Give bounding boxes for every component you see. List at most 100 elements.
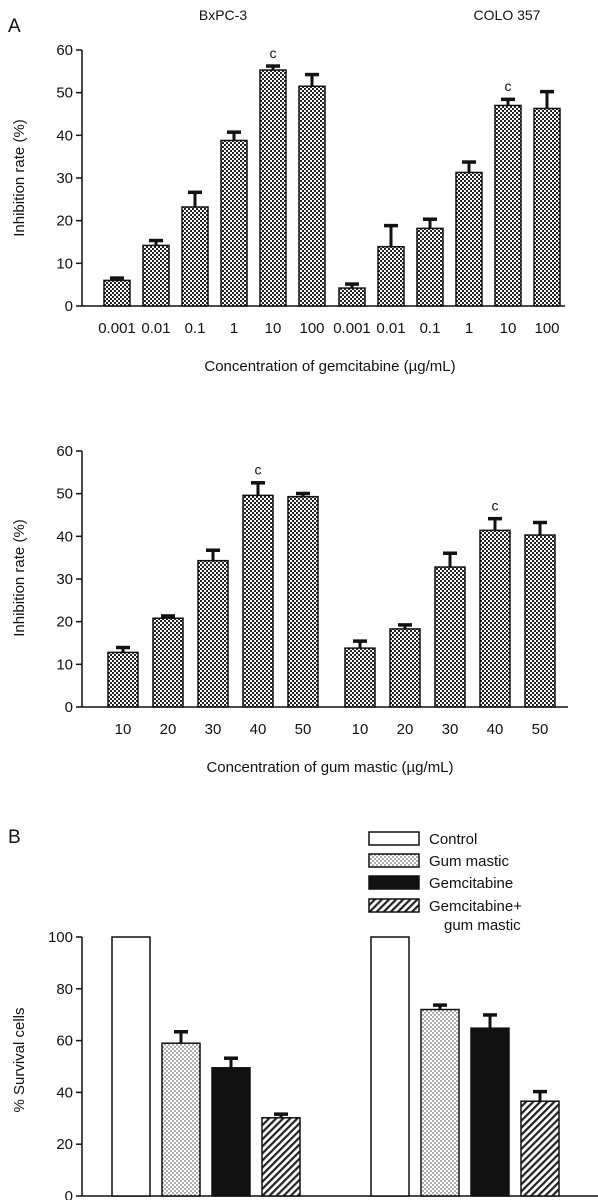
legend-label: Gemcitabine [429, 875, 513, 892]
x-tick-label: 0.01 [141, 320, 170, 337]
panel-letter-a: A [8, 16, 21, 37]
y-tick-label: 0 [65, 699, 73, 716]
x-tick-label: 0.001 [333, 320, 371, 337]
x-tick-label: 20 [160, 721, 177, 738]
error-cap [174, 1030, 188, 1034]
bar [161, 1042, 201, 1197]
error-bar [350, 283, 354, 289]
error-bar [538, 522, 542, 536]
y-tick-label: 60 [56, 1033, 73, 1050]
legend-swatch [368, 898, 420, 913]
y-tick-label: 20 [56, 1136, 73, 1153]
error-bar [428, 218, 432, 229]
x-tick-label: 10 [265, 320, 282, 337]
significance-label: c [270, 45, 277, 61]
bar [181, 206, 209, 307]
error-cap [501, 97, 515, 102]
bar [416, 227, 444, 307]
error-cap [423, 217, 437, 221]
x-tick-label: 30 [205, 721, 222, 738]
error-bar [310, 74, 314, 87]
x-tick-label: 20 [397, 721, 414, 738]
x-tick-label: 40 [250, 721, 267, 738]
error-cap [227, 130, 241, 134]
error-cap [443, 551, 457, 555]
error-bar [403, 624, 407, 629]
x-axis-title: Concentration of gum mastic (µg/mL) [206, 759, 453, 776]
error-bar [538, 1091, 542, 1102]
y-axis-title: Inhibition rate (%) [11, 519, 28, 637]
x-tick-label: 100 [534, 320, 559, 337]
error-bar [229, 1057, 233, 1068]
bar [338, 287, 366, 307]
bar [107, 651, 139, 708]
error-cap [188, 190, 202, 195]
legend-label: Gemcitabine+ [429, 898, 522, 915]
legend-swatch [368, 875, 420, 890]
error-bar [193, 192, 197, 208]
significance-label: c [492, 497, 499, 513]
y-tick-label: 0 [65, 1188, 73, 1200]
x-tick-label: 1 [465, 320, 473, 337]
error-cap [110, 276, 124, 280]
gemcitabine-inhibition-chart: BxPC-3 COLO 357 Inhibition rate (%) Conc… [11, 7, 565, 375]
error-cap [353, 639, 367, 643]
error-cap [433, 1003, 447, 1007]
error-bar [506, 99, 510, 106]
x-tick-label: 40 [487, 721, 504, 738]
error-cap [161, 614, 175, 618]
y-tick-label: 50 [56, 486, 73, 503]
error-cap [540, 89, 554, 94]
significance-label: c [505, 78, 512, 94]
legend: Control Gum mastic Gemcitabine Gemcitabine+… [368, 831, 522, 934]
error-bar [121, 647, 125, 653]
bar [479, 529, 511, 708]
error-bar [467, 161, 471, 173]
legend-swatch [368, 831, 420, 846]
bar [455, 171, 483, 307]
x-tick-label: 0.001 [98, 320, 136, 337]
error-bar [232, 131, 236, 141]
bar [533, 107, 561, 307]
cell-line-title-colo357: COLO 357 [474, 7, 541, 23]
x-tick-label: 30 [442, 721, 459, 738]
y-axis-title: % Survival cells [11, 1007, 28, 1112]
error-cap [224, 1056, 238, 1060]
error-bar [493, 518, 497, 531]
error-cap [149, 238, 163, 243]
error-bar [448, 552, 452, 568]
y-tick-label: 60 [56, 443, 73, 460]
x-tick-label: 100 [299, 320, 324, 337]
error-bar [389, 225, 393, 247]
bar [197, 559, 229, 708]
x-tick-label: 50 [532, 721, 549, 738]
error-cap [266, 64, 280, 68]
panel-letter-b: B [8, 827, 21, 848]
error-cap [116, 645, 130, 650]
bar [389, 628, 421, 708]
bar [152, 617, 184, 708]
error-bar [438, 1004, 442, 1010]
error-cap [398, 623, 412, 627]
error-bar [488, 1014, 492, 1029]
bar [344, 647, 376, 708]
error-bar [545, 91, 549, 109]
legend-label: Control [429, 831, 477, 848]
bar [259, 69, 287, 307]
x-tick-label: 10 [500, 320, 517, 337]
error-cap [251, 481, 265, 485]
error-cap [533, 1089, 547, 1094]
bar [111, 936, 151, 1197]
x-tick-label: 0.1 [420, 320, 441, 337]
bar [494, 104, 522, 307]
error-bar [358, 640, 362, 649]
significance-label: c [255, 462, 262, 478]
error-bar [154, 240, 158, 246]
y-tick-label: 100 [48, 929, 73, 946]
bar [103, 279, 131, 307]
y-axis-title: Inhibition rate (%) [11, 119, 28, 237]
y-tick-label: 20 [56, 614, 73, 631]
y-tick-label: 50 [56, 85, 73, 102]
bar [242, 494, 274, 708]
